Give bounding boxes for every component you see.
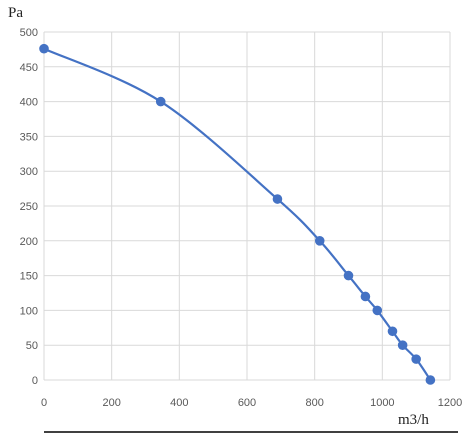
data-point bbox=[272, 194, 283, 204]
data-point bbox=[39, 43, 49, 54]
series bbox=[39, 43, 436, 385]
y-tick-label: 400 bbox=[20, 97, 38, 109]
data-point bbox=[425, 375, 436, 385]
x-tick-label: 1000 bbox=[370, 397, 394, 409]
y-tick-label: 500 bbox=[20, 27, 38, 39]
data-point bbox=[343, 270, 354, 281]
y-tick-label: 150 bbox=[20, 271, 38, 283]
x-tick-label: 600 bbox=[238, 397, 256, 409]
y-tick-label: 350 bbox=[20, 131, 38, 143]
y-axis-ticks: 0 50 100 150 200 250 300 350 400 450 500 bbox=[20, 27, 38, 387]
x-axis-ticks: 0 200 400 600 800 1000 1200 bbox=[41, 397, 462, 409]
x-tick-label: 800 bbox=[305, 397, 323, 409]
y-tick-label: 200 bbox=[20, 236, 38, 248]
x-tick-label: 200 bbox=[102, 397, 120, 409]
y-tick-label: 300 bbox=[20, 166, 38, 178]
gridlines bbox=[43, 31, 451, 381]
series-line bbox=[43, 47, 432, 381]
x-tick-label: 0 bbox=[41, 397, 47, 409]
x-axis-label: m3/h bbox=[398, 412, 429, 428]
x-tick-label: 400 bbox=[170, 397, 188, 409]
y-tick-label: 50 bbox=[26, 340, 38, 352]
data-point bbox=[397, 340, 408, 351]
data-point bbox=[387, 326, 398, 337]
y-tick-label: 450 bbox=[20, 62, 38, 74]
y-tick-label: 0 bbox=[32, 375, 38, 387]
data-point bbox=[314, 236, 325, 246]
data-point bbox=[360, 291, 371, 302]
y-tick-label: 100 bbox=[20, 305, 38, 317]
y-tick-label: 250 bbox=[20, 201, 38, 213]
data-point bbox=[155, 96, 166, 107]
data-point bbox=[411, 354, 421, 364]
data-point bbox=[372, 305, 383, 316]
x-tick-label: 1200 bbox=[438, 397, 462, 409]
y-axis-label: Pa bbox=[8, 5, 23, 21]
